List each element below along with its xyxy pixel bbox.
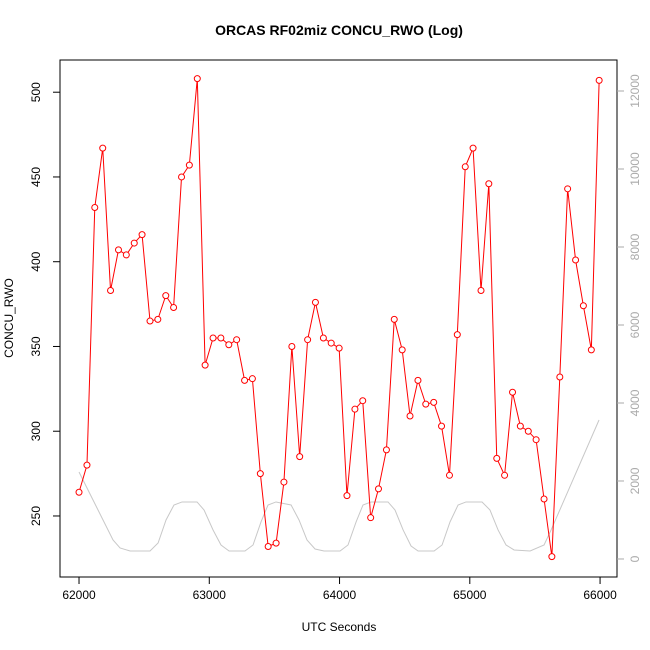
y-tick-label: 250 — [29, 506, 43, 526]
data-point — [241, 376, 249, 384]
data-point — [296, 453, 304, 461]
y-tick-label: 450 — [29, 167, 43, 187]
data-point — [233, 336, 241, 344]
data-point — [595, 76, 603, 84]
data-point — [248, 375, 256, 383]
data-point — [256, 470, 264, 478]
data-point — [138, 231, 146, 239]
data-point — [359, 397, 367, 405]
data-point — [335, 344, 343, 352]
data-point — [225, 341, 233, 349]
data-point — [311, 298, 319, 306]
data-point — [162, 292, 170, 300]
data-point — [382, 446, 390, 454]
series-line — [78, 419, 600, 552]
data-point — [75, 488, 83, 496]
data-point — [83, 461, 91, 469]
y-tick-label: 350 — [29, 336, 43, 356]
data-point — [272, 539, 280, 547]
y2-tick-label: 0 — [628, 555, 642, 562]
chart-title: ORCAS RF02miz CONCU_RWO (Log) — [215, 22, 463, 38]
data-point — [351, 405, 359, 413]
data-point — [556, 373, 564, 381]
data-point — [91, 203, 99, 211]
data-point — [414, 376, 422, 384]
data-point — [453, 331, 461, 339]
y2-tick-label: 8000 — [628, 233, 642, 260]
y2-tick-label: 12000 — [628, 74, 642, 108]
x-tick-label: 62000 — [62, 588, 96, 602]
data-point — [461, 163, 469, 171]
data-point — [288, 342, 296, 350]
data-point — [170, 303, 178, 311]
data-point — [99, 144, 107, 152]
y2-tick-label: 10000 — [628, 152, 642, 186]
x-tick-label: 63000 — [193, 588, 227, 602]
data-point — [122, 251, 130, 259]
data-point — [493, 454, 501, 462]
data-point — [217, 334, 225, 342]
data-point — [367, 514, 375, 522]
data-point — [445, 471, 453, 479]
data-point — [390, 315, 398, 323]
data-point — [154, 315, 162, 323]
data-point — [327, 339, 335, 347]
data-point — [548, 553, 556, 561]
data-point — [509, 388, 517, 396]
data-point — [201, 361, 209, 369]
data-point — [501, 471, 509, 479]
data-point — [485, 180, 493, 188]
data-point — [524, 427, 532, 435]
data-point — [185, 161, 193, 169]
data-point — [469, 144, 477, 152]
data-point — [572, 256, 580, 264]
y-tick-label: 400 — [29, 251, 43, 271]
data-point — [107, 287, 115, 295]
data-point — [130, 239, 138, 247]
data-point — [406, 412, 414, 420]
data-point — [146, 317, 154, 325]
data-point — [430, 398, 438, 406]
y-tick-label: 500 — [29, 82, 43, 102]
data-point — [438, 422, 446, 430]
data-point — [280, 478, 288, 486]
x-axis-label: UTC Seconds — [302, 620, 377, 634]
data-point — [398, 346, 406, 354]
data-point — [343, 492, 351, 500]
data-point — [540, 495, 548, 503]
x-tick-label: 66000 — [583, 588, 617, 602]
data-point — [193, 75, 201, 83]
x-tick-label: 65000 — [453, 588, 487, 602]
y-axis-label: CONCU_RWO — [2, 278, 16, 358]
data-point — [374, 485, 382, 493]
data-point — [422, 400, 430, 408]
data-point — [564, 185, 572, 193]
x-tick-label: 64000 — [323, 588, 357, 602]
y-tick-label: 300 — [29, 421, 43, 441]
data-point — [304, 336, 312, 344]
data-point — [264, 542, 272, 550]
data-point — [477, 287, 485, 295]
data-point — [587, 346, 595, 354]
y2-tick-label: 6000 — [628, 311, 642, 338]
data-point — [319, 334, 327, 342]
data-point — [114, 246, 122, 254]
data-point — [178, 173, 186, 181]
data-point — [532, 436, 540, 444]
data-point — [516, 422, 524, 430]
data-point — [579, 302, 587, 310]
y2-tick-label: 2000 — [628, 467, 642, 494]
y2-tick-label: 4000 — [628, 389, 642, 416]
data-point — [209, 334, 217, 342]
